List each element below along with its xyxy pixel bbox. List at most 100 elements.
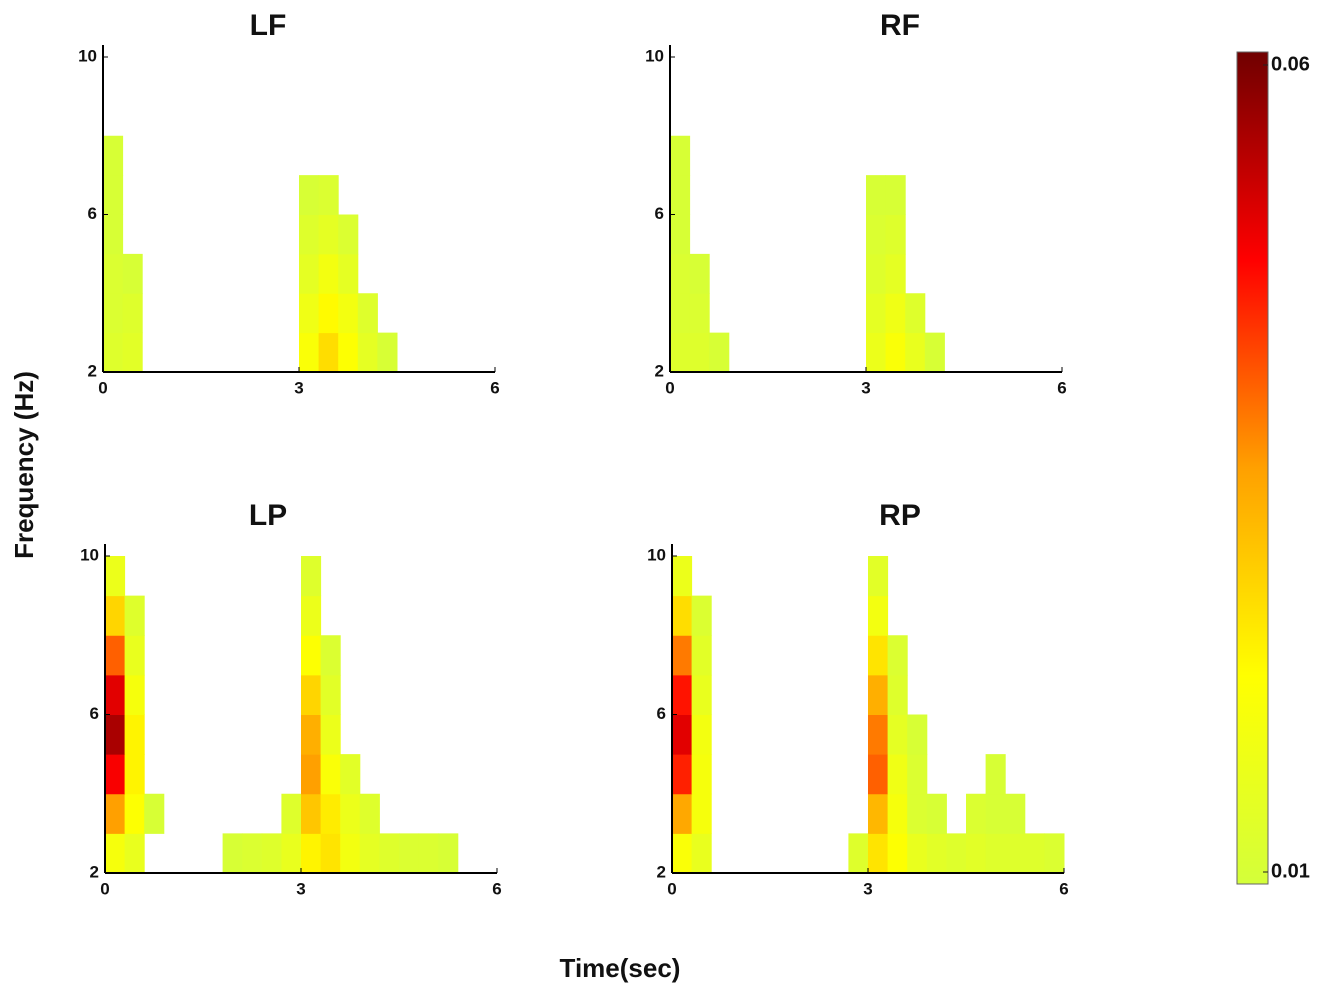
heatmap-cell bbox=[301, 793, 322, 834]
y-tick-label: 2 bbox=[657, 862, 666, 881]
heatmap-cell bbox=[866, 175, 887, 215]
colorbar bbox=[1236, 51, 1269, 885]
heatmap-cell bbox=[691, 754, 712, 795]
heatmap-cell bbox=[926, 833, 947, 874]
heatmap-cell bbox=[672, 674, 693, 715]
heatmap-cell bbox=[868, 635, 889, 676]
x-tick-label: 6 bbox=[490, 378, 499, 397]
heatmap-cell bbox=[359, 833, 380, 874]
heatmap-cell bbox=[670, 293, 691, 334]
heatmap-cell bbox=[103, 175, 124, 215]
y-tick-label: 2 bbox=[90, 862, 99, 881]
heatmap-cell bbox=[301, 833, 322, 874]
heatmap-cell bbox=[320, 714, 341, 755]
heatmap-cell bbox=[672, 635, 693, 676]
heatmap-cell bbox=[985, 793, 1006, 834]
x-tick-label: 0 bbox=[98, 378, 107, 397]
y-tick-label: 6 bbox=[657, 704, 666, 723]
heatmap-cell bbox=[301, 674, 322, 715]
heatmap-cell bbox=[105, 833, 126, 874]
heatmap-cell bbox=[122, 332, 143, 373]
heatmap-cell bbox=[359, 793, 380, 834]
heatmap-cell bbox=[887, 714, 908, 755]
heatmap-cell bbox=[299, 214, 320, 255]
heatmap-cell bbox=[848, 833, 869, 874]
heatmap-cell bbox=[281, 833, 302, 874]
x-tick-label: 6 bbox=[1057, 378, 1066, 397]
heatmap-cell bbox=[866, 332, 887, 373]
heatmap-cell bbox=[281, 793, 302, 834]
colorbar-tick-label: 0.01 bbox=[1271, 860, 1310, 882]
heatmap-cell bbox=[105, 635, 126, 676]
heatmap-cell bbox=[301, 714, 322, 755]
heatmap-cell bbox=[103, 293, 124, 334]
y-tick-label: 10 bbox=[647, 545, 666, 564]
heatmap-cell bbox=[966, 793, 987, 834]
heatmap-cell bbox=[670, 175, 691, 215]
heatmap-cell bbox=[691, 674, 712, 715]
heatmap-cell bbox=[868, 754, 889, 795]
heatmap-cell bbox=[318, 214, 339, 255]
heatmap-cell bbox=[438, 833, 459, 874]
heatmap-cell bbox=[299, 332, 320, 373]
x-tick-label: 6 bbox=[1059, 879, 1068, 898]
heatmap-cell bbox=[907, 833, 928, 874]
heatmap-cell bbox=[320, 754, 341, 795]
heatmap-cell bbox=[105, 595, 126, 636]
heatmap-cell bbox=[689, 293, 710, 334]
panel-title: RF bbox=[880, 9, 920, 42]
heatmap-cell bbox=[905, 332, 926, 373]
x-axis-label: Time(sec) bbox=[560, 953, 681, 983]
heatmap-cell bbox=[670, 332, 691, 373]
heatmap-cell bbox=[357, 332, 378, 373]
heatmap-cell bbox=[672, 793, 693, 834]
heatmap-cell bbox=[1005, 793, 1026, 834]
heatmap-cell bbox=[868, 833, 889, 874]
heatmap-cell bbox=[299, 253, 320, 294]
heatmap-cell bbox=[672, 556, 693, 597]
heatmap-cell bbox=[672, 595, 693, 636]
heatmap-cell bbox=[124, 635, 145, 676]
heatmap-cell bbox=[868, 674, 889, 715]
heatmap-cell bbox=[926, 793, 947, 834]
heatmap-cell bbox=[103, 135, 124, 176]
heatmap-cell bbox=[222, 833, 243, 874]
heatmap-cell bbox=[124, 793, 145, 834]
heatmap-cell bbox=[691, 833, 712, 874]
y-tick-label: 6 bbox=[90, 704, 99, 723]
heatmap-cell bbox=[691, 595, 712, 636]
heatmap-cell bbox=[691, 793, 712, 834]
heatmap-cell bbox=[672, 754, 693, 795]
heatmap-cell bbox=[907, 754, 928, 795]
heatmap-cell bbox=[340, 793, 361, 834]
y-axis-label: Frequency (Hz) bbox=[9, 371, 39, 559]
heatmap-cell bbox=[868, 556, 889, 597]
heatmap-cell bbox=[672, 833, 693, 874]
heatmap-cell bbox=[689, 253, 710, 294]
heatmap-cell bbox=[124, 833, 145, 874]
heatmap-cell bbox=[338, 214, 359, 255]
heatmap-cell bbox=[124, 674, 145, 715]
heatmap-cell bbox=[301, 595, 322, 636]
x-tick-label: 3 bbox=[296, 879, 305, 898]
heatmap-cell bbox=[887, 754, 908, 795]
y-tick-label: 10 bbox=[645, 46, 664, 65]
heatmap-cell bbox=[124, 595, 145, 636]
heatmap-cell bbox=[670, 214, 691, 255]
heatmap-cell bbox=[105, 674, 126, 715]
heatmap-cell bbox=[1044, 833, 1065, 874]
heatmap-cell bbox=[318, 332, 339, 373]
heatmap-cell bbox=[261, 833, 282, 874]
heatmap-cell bbox=[670, 253, 691, 294]
heatmap-cell bbox=[318, 253, 339, 294]
x-tick-label: 0 bbox=[667, 879, 676, 898]
heatmap-cell bbox=[124, 714, 145, 755]
heatmap-cell bbox=[379, 833, 400, 874]
heatmap-cell bbox=[868, 714, 889, 755]
heatmap-cell bbox=[124, 754, 145, 795]
heatmap-cell bbox=[301, 556, 322, 597]
heatmap-cell bbox=[1024, 833, 1045, 874]
heatmap-cell bbox=[887, 635, 908, 676]
panel-title: LF bbox=[250, 9, 287, 42]
heatmap-cell bbox=[866, 253, 887, 294]
